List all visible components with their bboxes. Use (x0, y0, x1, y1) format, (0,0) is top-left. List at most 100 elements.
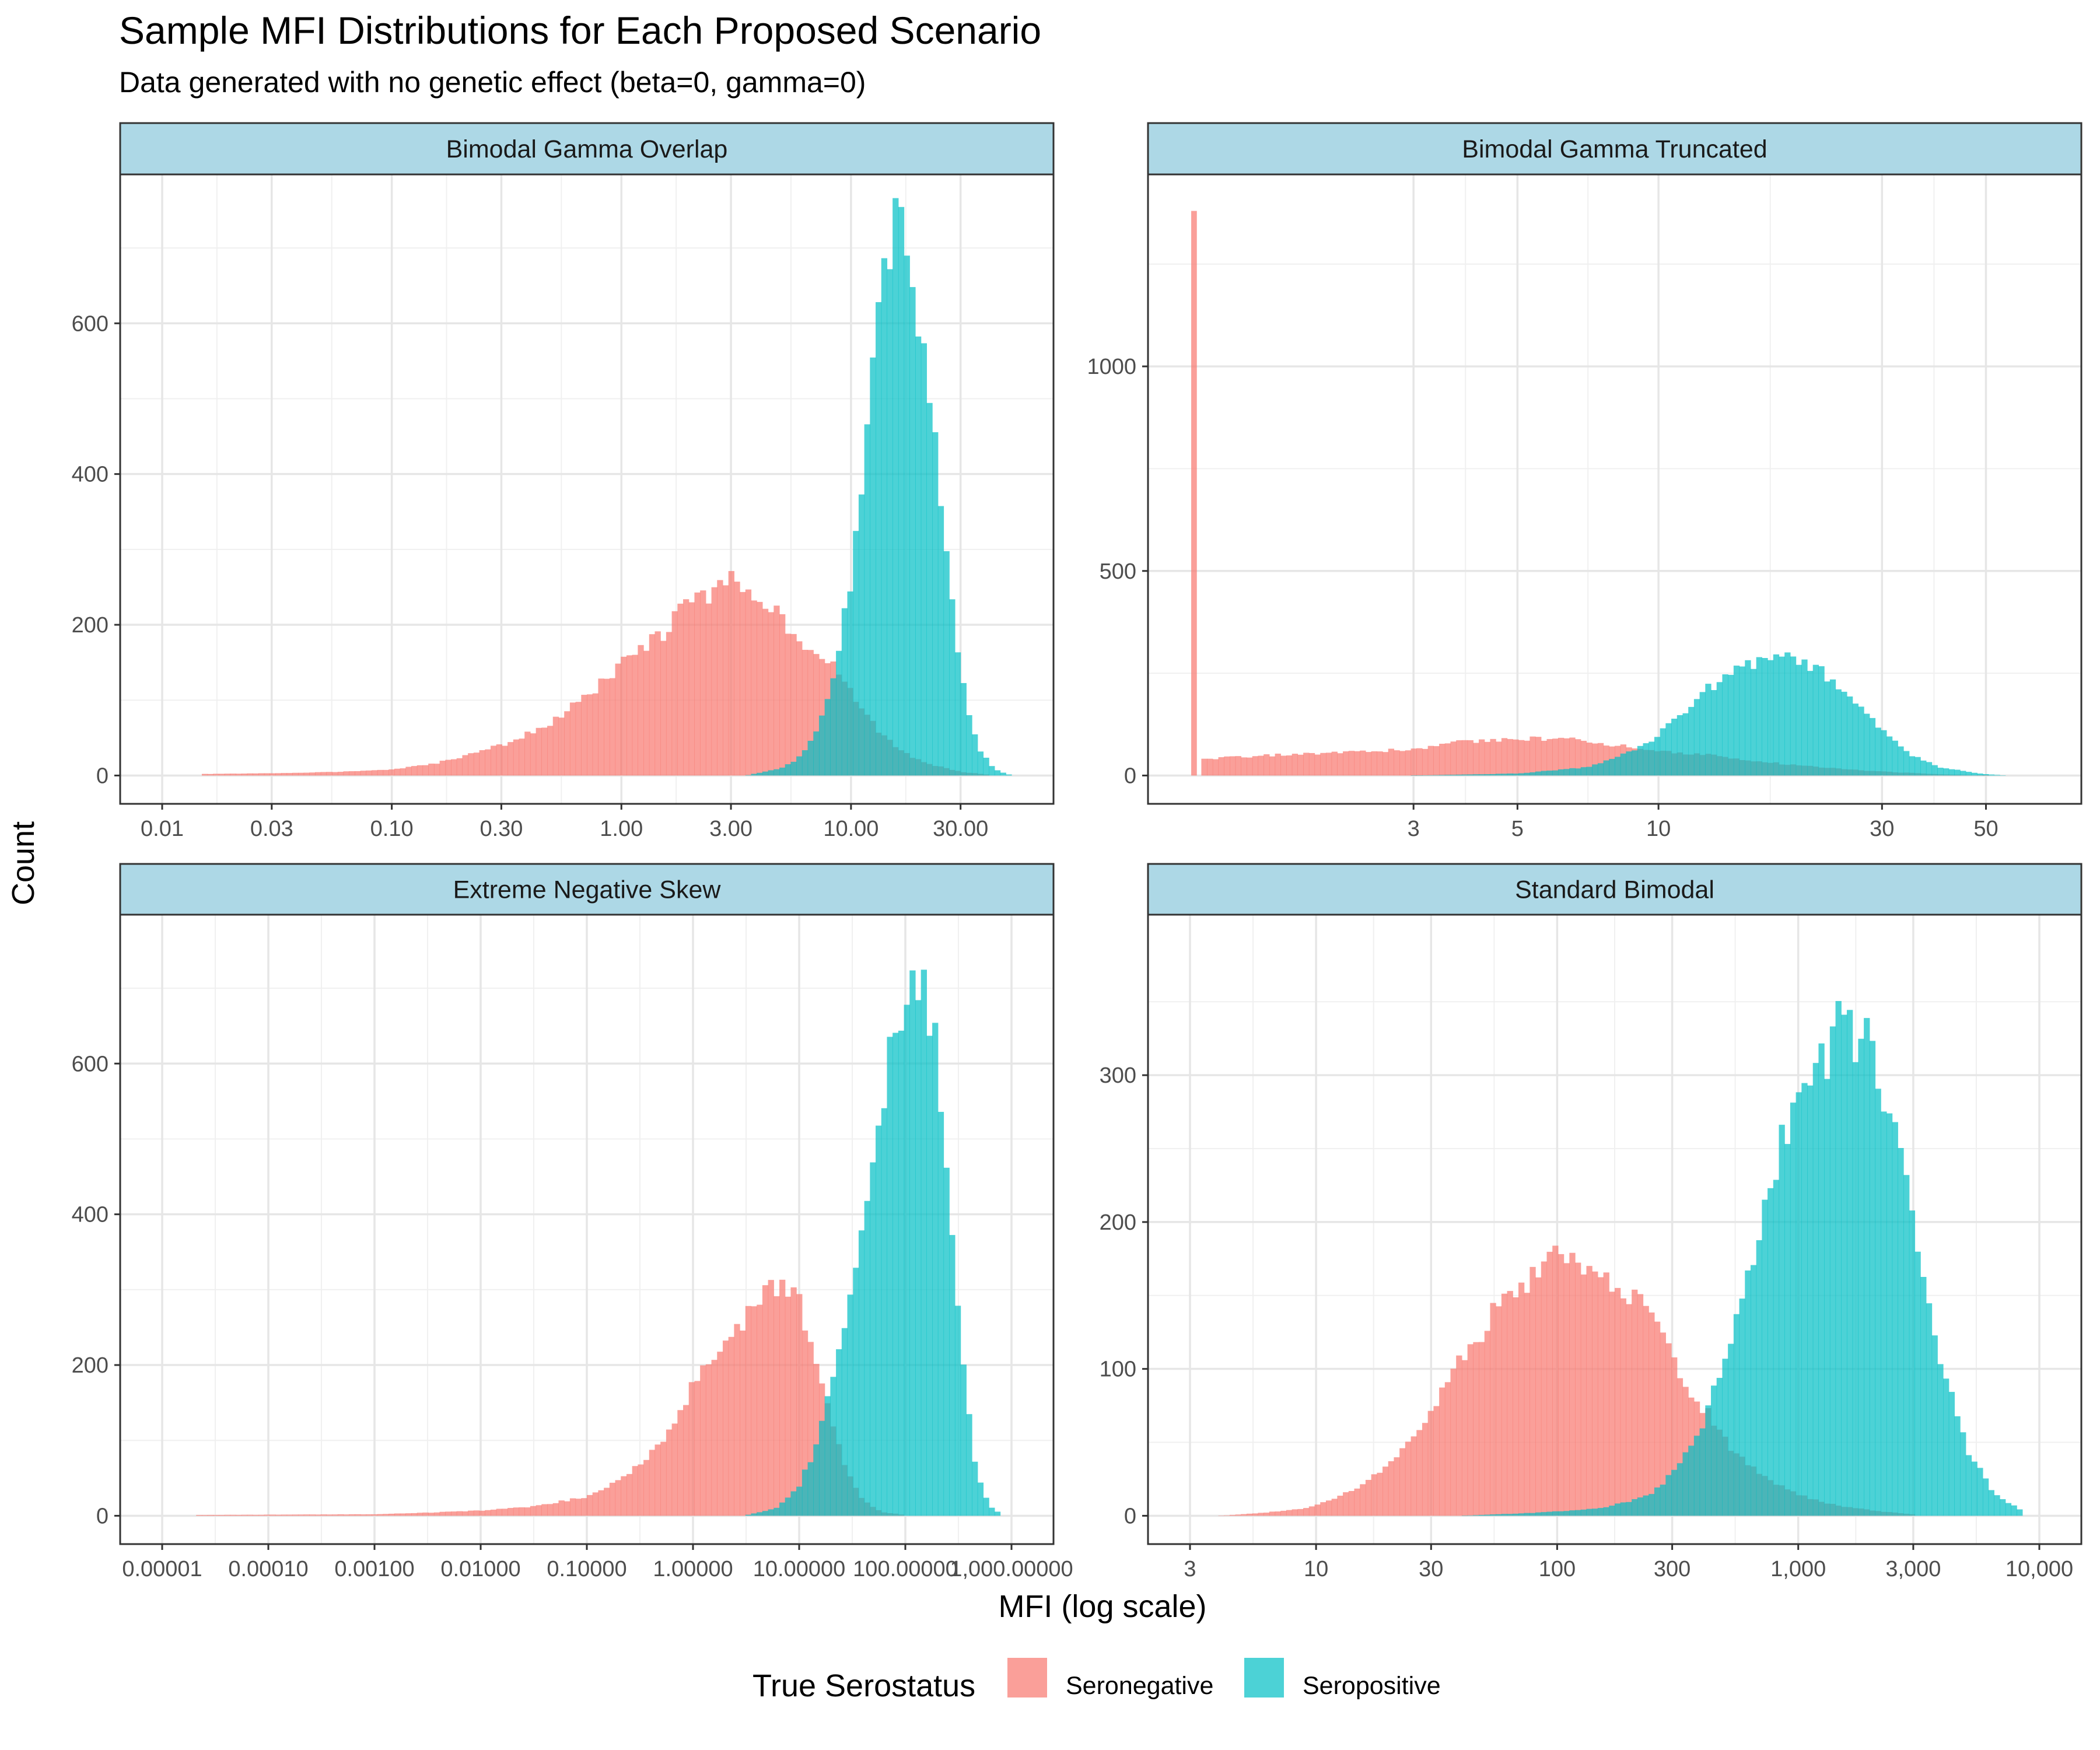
histogram-bar (1501, 738, 1508, 776)
histogram-bar (1479, 1342, 1485, 1516)
histogram-bar (1308, 1506, 1315, 1516)
histogram-bar (954, 1306, 961, 1516)
histogram-bar (1676, 715, 1684, 776)
histogram-bar (1422, 1423, 1429, 1516)
histogram-bar (937, 1112, 944, 1516)
histogram-bar (1586, 766, 1592, 776)
histogram-bar (1518, 1513, 1525, 1516)
histogram-bar (1308, 752, 1315, 776)
histogram-bar (932, 432, 939, 776)
histogram-bar (807, 650, 814, 776)
histogram-bar (1439, 1387, 1446, 1516)
histogram-bar (372, 770, 378, 776)
histogram-bar (337, 1514, 344, 1516)
histogram-bar (1796, 1092, 1802, 1516)
histogram-bar (774, 1507, 780, 1516)
histogram-bar (1682, 1452, 1689, 1516)
histogram-bar (1954, 1416, 1961, 1516)
histogram-bar (286, 773, 293, 776)
histogram-bar (1427, 746, 1434, 776)
histogram-bar (236, 774, 242, 776)
histogram-bar (1297, 1508, 1304, 1516)
histogram-bar (1394, 750, 1400, 776)
histogram-bar (1592, 1271, 1598, 1516)
histogram-bar (1461, 740, 1468, 776)
histogram-bar (1348, 751, 1355, 776)
histogram-bar (1620, 1502, 1627, 1516)
histogram-bar (524, 732, 531, 776)
histogram-bar (785, 764, 792, 776)
histogram-bar (377, 769, 384, 776)
histogram-bar (1881, 1111, 1887, 1516)
histogram-bar (462, 1511, 468, 1516)
histogram-bar (757, 1512, 763, 1516)
y-tick-label: 300 (1100, 1063, 1136, 1088)
histogram-bar (796, 1486, 803, 1516)
histogram-bar (388, 769, 395, 776)
histogram-bar (1603, 1272, 1609, 1516)
histogram-bar (1909, 1210, 1916, 1516)
histogram-bar (870, 357, 876, 776)
histogram-bar (943, 551, 950, 776)
histogram-bar (1892, 740, 1898, 776)
histogram-bar (479, 1510, 485, 1516)
histogram-bar (666, 1429, 673, 1516)
histogram-bar (1977, 1468, 1983, 1516)
histogram-bar (909, 287, 916, 776)
histogram-bar (1948, 769, 1955, 776)
histogram-bar (989, 1507, 995, 1516)
histogram-bar (411, 766, 418, 776)
histogram-bar (768, 612, 774, 776)
histogram-bar (802, 750, 808, 776)
histogram-bar (428, 764, 435, 776)
histogram-bar (1280, 755, 1287, 776)
histogram-bar (201, 774, 208, 776)
histogram-bar (1801, 1083, 1808, 1516)
histogram-bar (1303, 1508, 1310, 1516)
histogram-bar (1433, 746, 1440, 776)
histogram-bar (1750, 668, 1757, 776)
histogram-bar (1365, 752, 1372, 776)
histogram-bar (433, 764, 440, 776)
histogram-bar (1229, 1514, 1236, 1516)
histogram-bar (966, 715, 972, 776)
histogram-bar (445, 1511, 452, 1516)
histogram-bar (1603, 1507, 1609, 1516)
histogram-bar (1869, 718, 1876, 776)
histogram-bar (1733, 666, 1740, 776)
x-axis: 0.00001 0.00010 0.00100 0.01000 0.10000 1.000… (122, 1544, 1073, 1581)
x-axis: 3 5 10 30 50 (1408, 804, 1999, 841)
histogram-bar (1982, 1478, 1989, 1516)
histogram-bar (1756, 657, 1762, 776)
histogram-bar (213, 1514, 219, 1516)
histogram-bar (1371, 751, 1377, 776)
histogram-bar (439, 761, 446, 776)
histogram-bar (247, 1514, 253, 1516)
histogram-bar (349, 771, 355, 776)
histogram-bar (1676, 1463, 1684, 1516)
histogram-bar (807, 740, 814, 776)
panels: Bimodal Gamma Overlap 0.01 0.03 0.10 0.30 1.0… (72, 122, 2082, 1581)
x-tick-label: 50 (1973, 817, 1998, 841)
histogram-bar (1750, 1265, 1757, 1516)
histogram-bar (1292, 754, 1298, 776)
histogram-bar (807, 1462, 814, 1516)
histogram-bar-spike (1191, 211, 1197, 776)
histogram-bar (1212, 759, 1219, 776)
histogram-bar (2000, 1499, 2006, 1516)
histogram-bar (1597, 1508, 1604, 1516)
histogram-bar (1632, 1289, 1638, 1516)
histogram-bar (1824, 1079, 1831, 1516)
histogram-bar (1382, 752, 1389, 776)
histogram-bar (1247, 757, 1253, 776)
histogram-bar (1915, 1251, 1921, 1516)
y-axis-label: Count (6, 821, 41, 905)
histogram-bar (1648, 741, 1655, 776)
x-tick-label: 30.00 (933, 817, 988, 841)
histogram-bar (1626, 751, 1632, 776)
histogram-bar (604, 678, 610, 776)
histogram-bar (1546, 771, 1553, 776)
histogram-bar (1286, 1510, 1293, 1516)
histogram-bar (994, 1511, 1001, 1516)
